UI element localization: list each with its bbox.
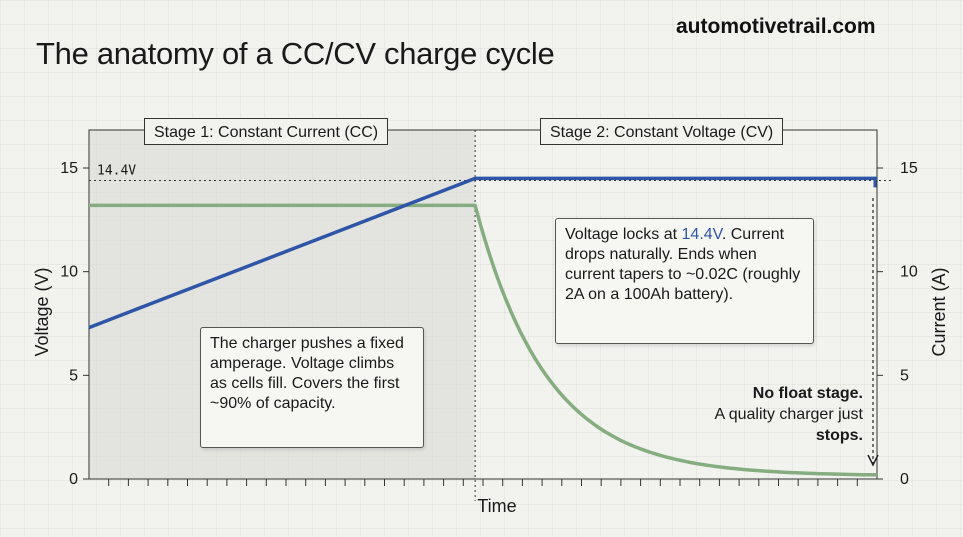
stage-1-label: Stage 1: Constant Current (CC) — [144, 118, 389, 145]
y-axis-label-right: Current (A) — [929, 267, 949, 356]
end-annotation-bold-2: stops. — [815, 427, 863, 444]
cv-annotation: Voltage locks at 14.4V. Current drops na… — [555, 218, 814, 344]
end-annotation-text: A quality charger just — [714, 406, 863, 423]
x-axis-label: Time — [477, 496, 516, 516]
y-tick-label-right: 10 — [900, 264, 918, 281]
y-tick-label-right: 5 — [900, 367, 909, 384]
brand-name: automotivetrail.com — [676, 15, 876, 38]
stage-2-label: Stage 2: Constant Voltage (CV) — [540, 118, 784, 145]
cv-annotation-text-2: . Current drops naturally. Ends when cur… — [565, 226, 801, 303]
y-tick-label-left: 5 — [69, 367, 78, 384]
y-tick-label-left: 15 — [60, 160, 78, 177]
cc-annotation: The charger pushes a fixed amperage. Vol… — [200, 327, 424, 448]
end-annotation: No float stage. A quality charger just st… — [680, 383, 863, 446]
y-tick-label-left: 10 — [60, 264, 78, 281]
voltage-series-line — [88, 176, 877, 330]
end-annotation-bold-1: No float stage. — [752, 385, 863, 402]
cv-annotation-highlight: 14.4V — [681, 226, 722, 243]
page-title: The anatomy of a CC/CV charge cycle — [36, 36, 555, 71]
reference-label: 14.4V — [97, 163, 136, 178]
y-tick-label-left: 0 — [69, 471, 78, 488]
end-arrow-head — [867, 454, 879, 467]
y-tick-label-right: 0 — [900, 471, 909, 488]
cv-annotation-text-1: Voltage locks at — [565, 226, 682, 243]
current-series-line — [89, 203, 878, 477]
y-axis-label-left: Voltage (V) — [32, 267, 52, 356]
y-tick-label-right: 15 — [900, 160, 918, 177]
